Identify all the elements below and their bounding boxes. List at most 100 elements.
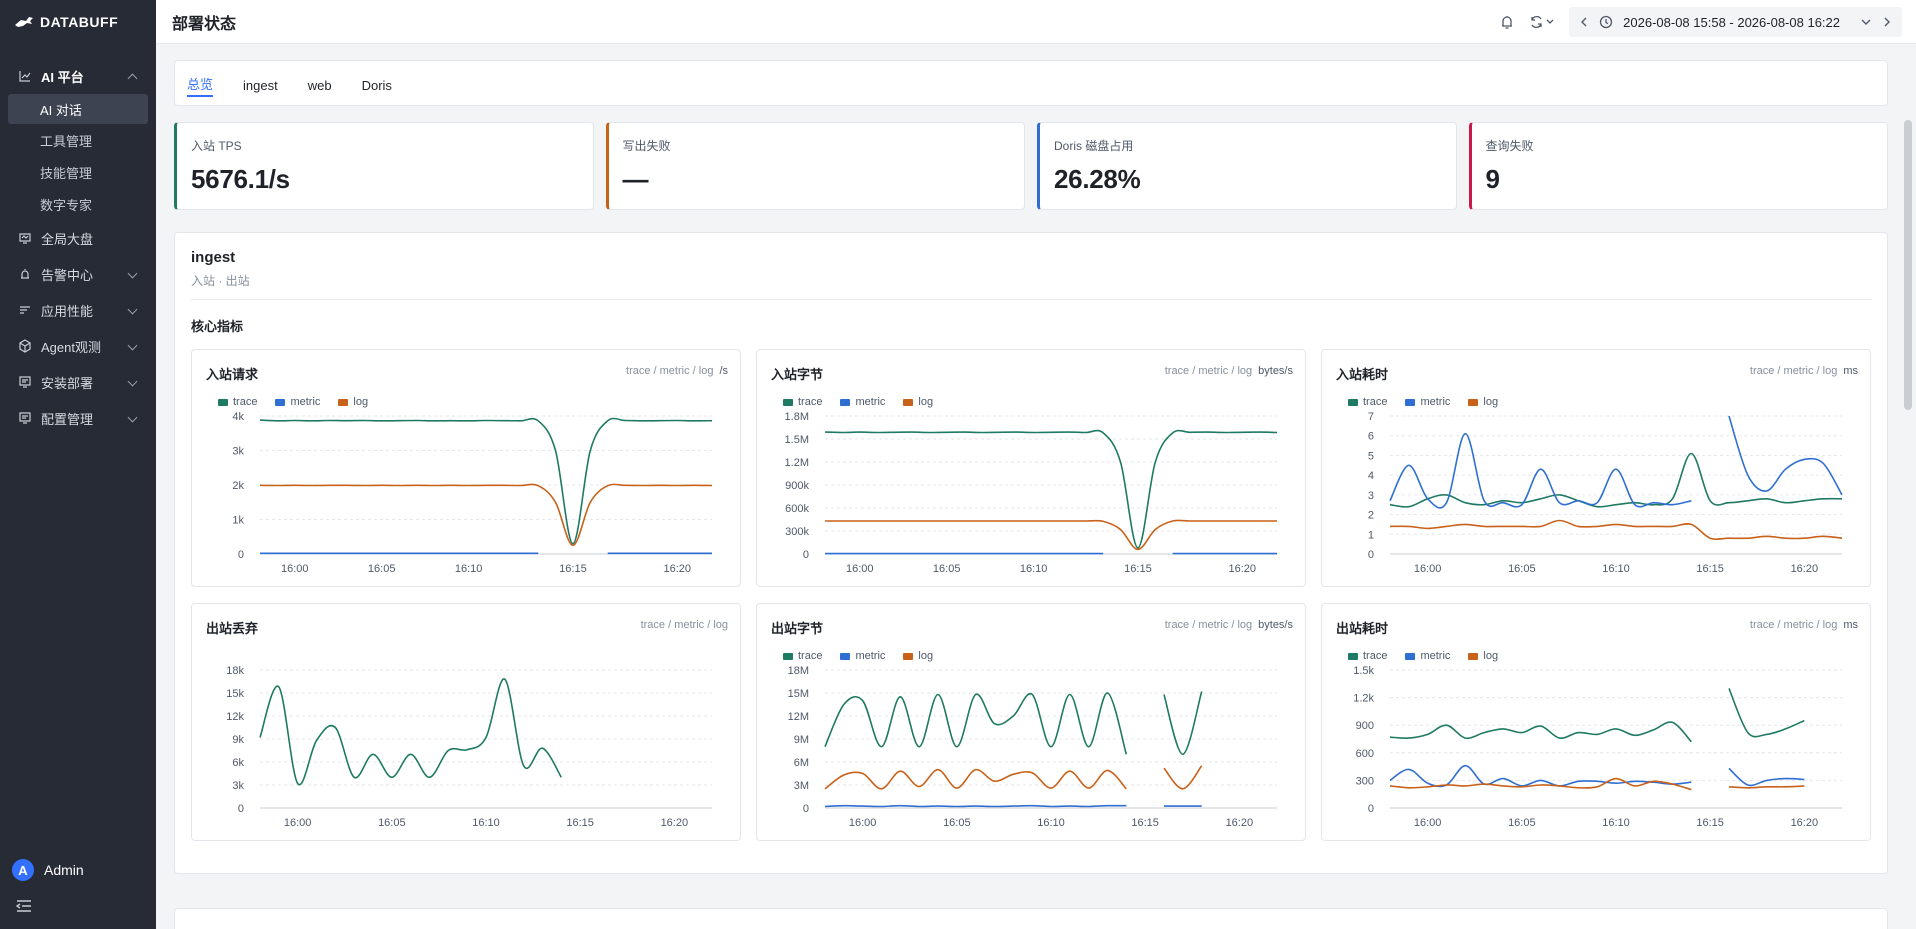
- chart-title: 入站字节: [771, 367, 824, 382]
- x-tick-label: 16:05: [933, 563, 961, 575]
- legend-item-trace[interactable]: trace: [1348, 650, 1387, 662]
- alarm-icon: [21, 269, 29, 279]
- series-line-log: [1163, 765, 1203, 790]
- chart-title: 入站耗时: [1336, 367, 1389, 382]
- chart-meta: trace / metric / log bytes/s: [1165, 365, 1293, 377]
- x-tick-label: 16:10: [1602, 817, 1630, 829]
- legend-item-log[interactable]: log: [1468, 650, 1498, 662]
- sidebar-item-label: 告警中心: [41, 267, 94, 283]
- legend-label: log: [1483, 650, 1499, 662]
- x-tick-label: 16:00: [284, 817, 312, 829]
- legend-label: metric: [1420, 396, 1451, 408]
- chevron-down-icon[interactable]: [127, 376, 138, 387]
- sidebar-item-4[interactable]: Agent观测: [0, 328, 156, 364]
- legend-item-trace[interactable]: trace: [1348, 396, 1387, 408]
- y-tick-label: 3: [1368, 490, 1374, 502]
- section-divider: [191, 299, 1871, 300]
- chart-title: 出站字节: [771, 621, 824, 636]
- x-tick-label: 16:00: [1414, 817, 1442, 829]
- legend-item-log[interactable]: log: [903, 396, 933, 408]
- refresh-icon[interactable]: [1529, 14, 1555, 30]
- series-line-log: [1389, 519, 1843, 541]
- y-tick-label: 0: [803, 549, 809, 561]
- user-profile[interactable]: A Admin: [12, 859, 84, 881]
- collapse-menu-icon[interactable]: [16, 899, 32, 913]
- legend-item-log[interactable]: log: [1468, 396, 1498, 408]
- sidebar-subitem-0[interactable]: AI 对话: [8, 94, 148, 124]
- sidebar-item-3[interactable]: 应用性能: [0, 292, 156, 328]
- chevron-down-icon[interactable]: [127, 340, 138, 351]
- legend-label: log: [353, 396, 369, 408]
- y-tick-label: 6k: [232, 757, 244, 769]
- tab-1[interactable]: ingest: [243, 78, 278, 93]
- x-tick-label: 16:00: [849, 817, 877, 829]
- main-content: 总览 ingest web Doris 入站 TPS 5676.1/s 写出失败 — Dori…: [174, 60, 1888, 874]
- y-tick-label: 9M: [794, 734, 809, 746]
- y-tick-label: 2k: [232, 480, 244, 492]
- legend-swatch: [338, 398, 349, 406]
- chart-title: 出站丢弃: [206, 621, 259, 636]
- chart-legend: trace metric log: [1348, 396, 1498, 408]
- legend-label: log: [918, 650, 934, 662]
- chart-legend: trace metric log: [1348, 650, 1498, 662]
- sidebar-item-2[interactable]: 告警中心: [0, 256, 156, 292]
- page-scrollbar[interactable]: [1904, 120, 1912, 410]
- series-line-trace: [1389, 452, 1843, 508]
- chart-source: trace / metric / log: [1749, 365, 1838, 377]
- y-tick-label: 0: [803, 803, 809, 815]
- chevron-up-icon[interactable]: [127, 73, 138, 84]
- x-tick-label: 16:05: [1508, 563, 1536, 575]
- chevron-down-icon[interactable]: [127, 412, 138, 423]
- chart-title: 出站耗时: [1336, 621, 1389, 636]
- y-tick-label: 1.5M: [785, 434, 809, 446]
- stat-label: 入站 TPS: [191, 139, 242, 153]
- tab-3[interactable]: Doris: [361, 78, 392, 93]
- x-tick-label: 16:20: [1791, 563, 1819, 575]
- y-tick-label: 3M: [794, 780, 809, 792]
- legend-item-metric[interactable]: metric: [840, 396, 885, 408]
- logo[interactable]: DATABUFF: [0, 0, 156, 44]
- series-line-metric: [1728, 767, 1805, 787]
- series-line-trace: [259, 417, 713, 545]
- sidebar-item-6[interactable]: 配置管理: [0, 400, 156, 436]
- chevron-down-icon[interactable]: [127, 268, 138, 279]
- chart-icon: [19, 71, 31, 82]
- series-line-trace: [1389, 721, 1692, 743]
- legend-item-trace[interactable]: trace: [783, 650, 822, 662]
- chart-source: trace / metric / log: [626, 365, 714, 377]
- monitor-icon: [19, 233, 31, 244]
- legend-label: metric: [290, 396, 321, 408]
- stat-value: 26.28%: [1054, 164, 1141, 194]
- sidebar-item-0[interactable]: AI 平台: [0, 58, 156, 94]
- chevron-left-icon[interactable]: [1579, 16, 1589, 28]
- section-subtitle: 入站 · 出站: [191, 274, 250, 288]
- chevron-down-icon[interactable]: [1860, 16, 1872, 28]
- legend-item-metric[interactable]: metric: [1405, 650, 1450, 662]
- legend-item-trace[interactable]: trace: [218, 396, 257, 408]
- sidebar: DATABUFF AI 平台 AI 对话工具管理技能管理数字专家全局大盘告警中心应…: [0, 0, 156, 929]
- y-tick-label: 1.2M: [785, 457, 809, 469]
- sidebar-item-1[interactable]: 全局大盘: [0, 220, 156, 256]
- legend-item-metric[interactable]: metric: [1405, 396, 1450, 408]
- series-line-trace: [824, 692, 1128, 755]
- legend-item-log[interactable]: log: [338, 396, 368, 408]
- legend-item-trace[interactable]: trace: [783, 396, 822, 408]
- legend-item-metric[interactable]: metric: [840, 650, 885, 662]
- legend-item-log[interactable]: log: [903, 650, 933, 662]
- clock-icon: [1600, 15, 1613, 29]
- tab-0[interactable]: 总览: [187, 74, 214, 105]
- chart-meta: trace / metric / log bytes/s: [1165, 619, 1293, 631]
- chevron-right-icon[interactable]: [1882, 16, 1892, 28]
- y-tick-label: 18k: [226, 665, 244, 677]
- sidebar-subitem-1[interactable]: 工具管理: [40, 133, 93, 149]
- legend-item-metric[interactable]: metric: [275, 396, 320, 408]
- legend-label: metric: [855, 650, 886, 662]
- time-range-picker[interactable]: 2026-08-08 15:58 - 2026-08-08 16:22: [1569, 7, 1902, 37]
- tab-bar: 总览 ingest web Doris: [174, 60, 1888, 106]
- sidebar-subitem-3[interactable]: 数字专家: [40, 197, 93, 213]
- sidebar-subitem-2[interactable]: 技能管理: [40, 165, 93, 181]
- sidebar-item-5[interactable]: 安装部署: [0, 364, 156, 400]
- chevron-down-icon[interactable]: [127, 304, 138, 315]
- alarm-bell-icon[interactable]: [1499, 14, 1515, 30]
- tab-2[interactable]: web: [307, 78, 332, 93]
